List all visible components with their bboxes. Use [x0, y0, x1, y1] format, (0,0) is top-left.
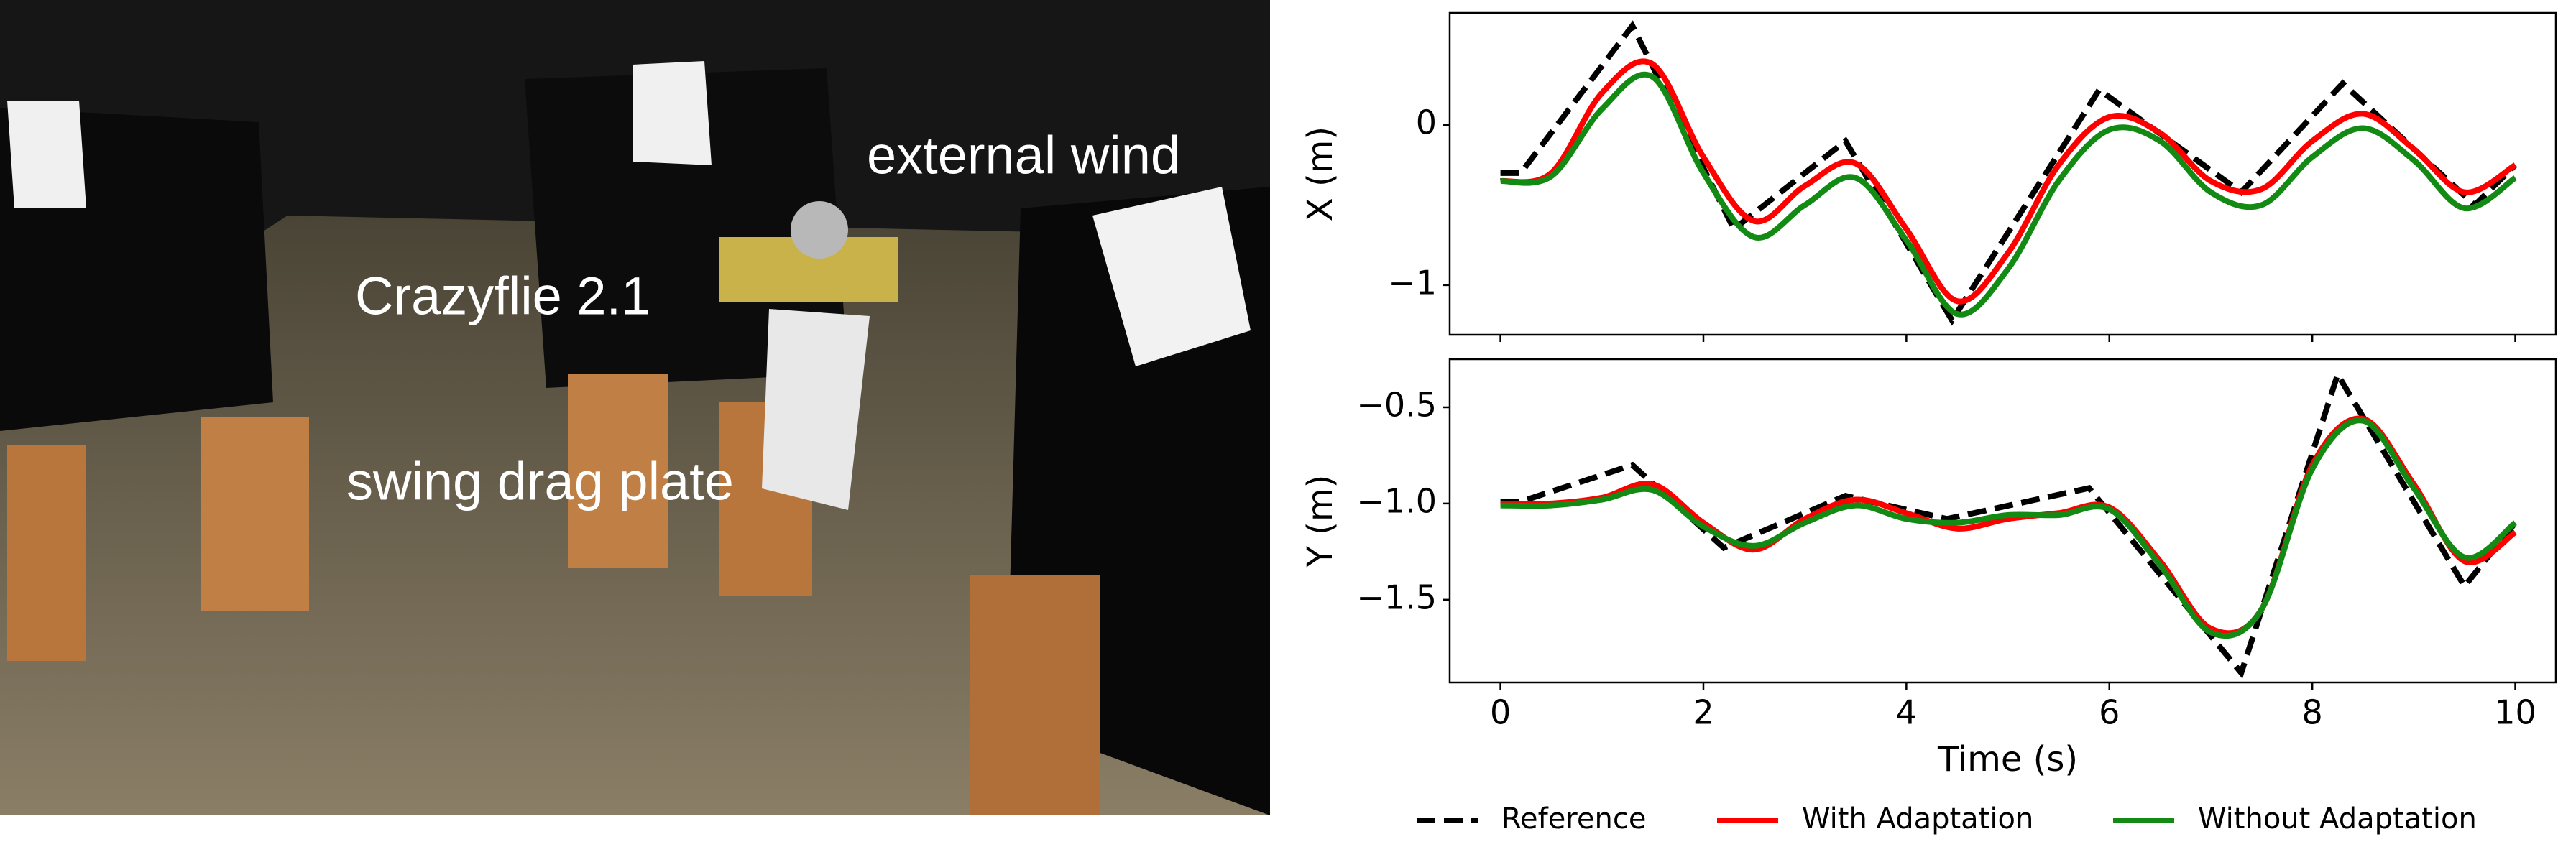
- wood-leg: [201, 417, 309, 611]
- x-tick-label: 10: [2494, 693, 2536, 732]
- paper-strips: [7, 101, 86, 208]
- y-tick-label: −1.0: [1356, 481, 1437, 520]
- photo-label: swing drag plate: [346, 452, 734, 511]
- legend-label: Reference: [1501, 802, 1646, 835]
- x-tick-label: 8: [2301, 693, 2322, 732]
- series-line: [1500, 415, 2517, 636]
- x-tick-label: 2: [1693, 693, 1714, 732]
- wood-leg: [970, 575, 1100, 815]
- x-tick-label: 4: [1896, 693, 1917, 732]
- axes-frame: [1448, 11, 2557, 336]
- y-axis-label: Y (m): [1300, 475, 1340, 568]
- y-axis-label: X (m): [1300, 126, 1340, 221]
- x-axis-label: Time (s): [1937, 739, 2078, 779]
- axes-frame: [1448, 358, 2557, 684]
- photo-label: external wind: [867, 126, 1180, 185]
- legend-label: Without Adaptation: [2198, 802, 2477, 835]
- series-line: [1500, 367, 2518, 679]
- wood-leg: [568, 374, 668, 568]
- x-tick-label: 6: [2099, 693, 2120, 732]
- drone-sensor: [791, 201, 848, 259]
- series-line: [1499, 58, 2517, 305]
- photo-label: Crazyflie 2.1: [355, 267, 650, 326]
- photo: external wind Crazyflie 2.1 swing drag p…: [0, 0, 1270, 815]
- y-tick-label: −1.5: [1356, 578, 1437, 616]
- y-tick-label: −1: [1388, 263, 1437, 302]
- wood-leg: [7, 445, 86, 661]
- series-line: [1500, 417, 2518, 639]
- paper-strips: [632, 61, 712, 165]
- fan: [525, 68, 848, 388]
- y-tick-label: −0.5: [1356, 385, 1437, 424]
- x-tick-label: 0: [1490, 693, 1511, 732]
- paper-strips: [1092, 187, 1251, 366]
- y-tick-label: 0: [1416, 103, 1437, 142]
- series-line: [1500, 71, 2517, 318]
- drag-plate: [762, 309, 870, 510]
- series-line: [1500, 20, 2518, 326]
- legend-label: With Adaptation: [1802, 802, 2033, 835]
